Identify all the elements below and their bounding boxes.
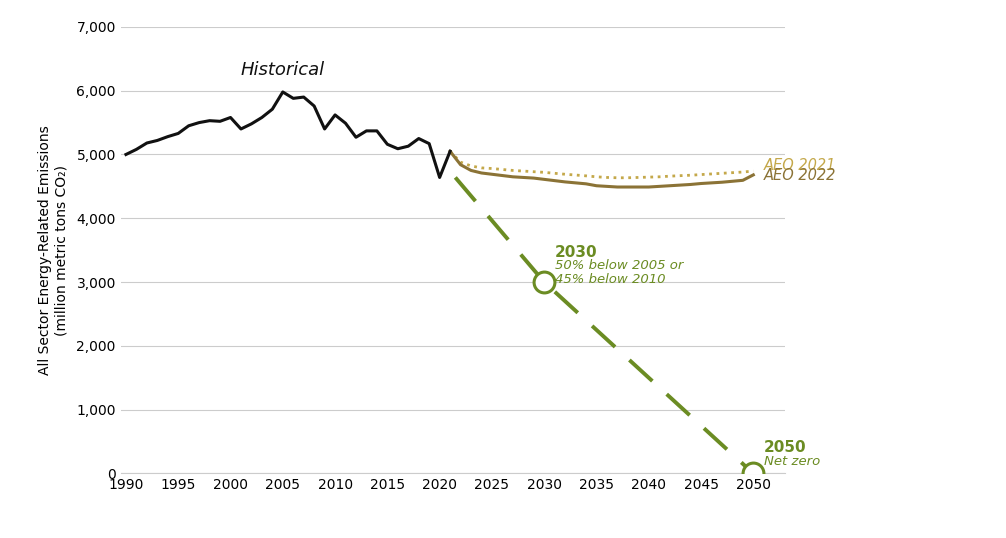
- Text: AEO 2021: AEO 2021: [764, 159, 836, 173]
- Text: Historical: Historical: [241, 61, 325, 79]
- Text: 2050: 2050: [764, 440, 807, 455]
- Text: 50% below 2005 or: 50% below 2005 or: [554, 259, 683, 272]
- Text: AEO 2022: AEO 2022: [764, 168, 836, 183]
- Text: 45% below 2010: 45% below 2010: [554, 273, 665, 286]
- Y-axis label: All Sector Energy-Related Emissions
(million metric tons CO₂): All Sector Energy-Related Emissions (mil…: [38, 125, 68, 375]
- Text: 2030: 2030: [554, 245, 598, 259]
- Text: Net zero: Net zero: [764, 455, 820, 468]
